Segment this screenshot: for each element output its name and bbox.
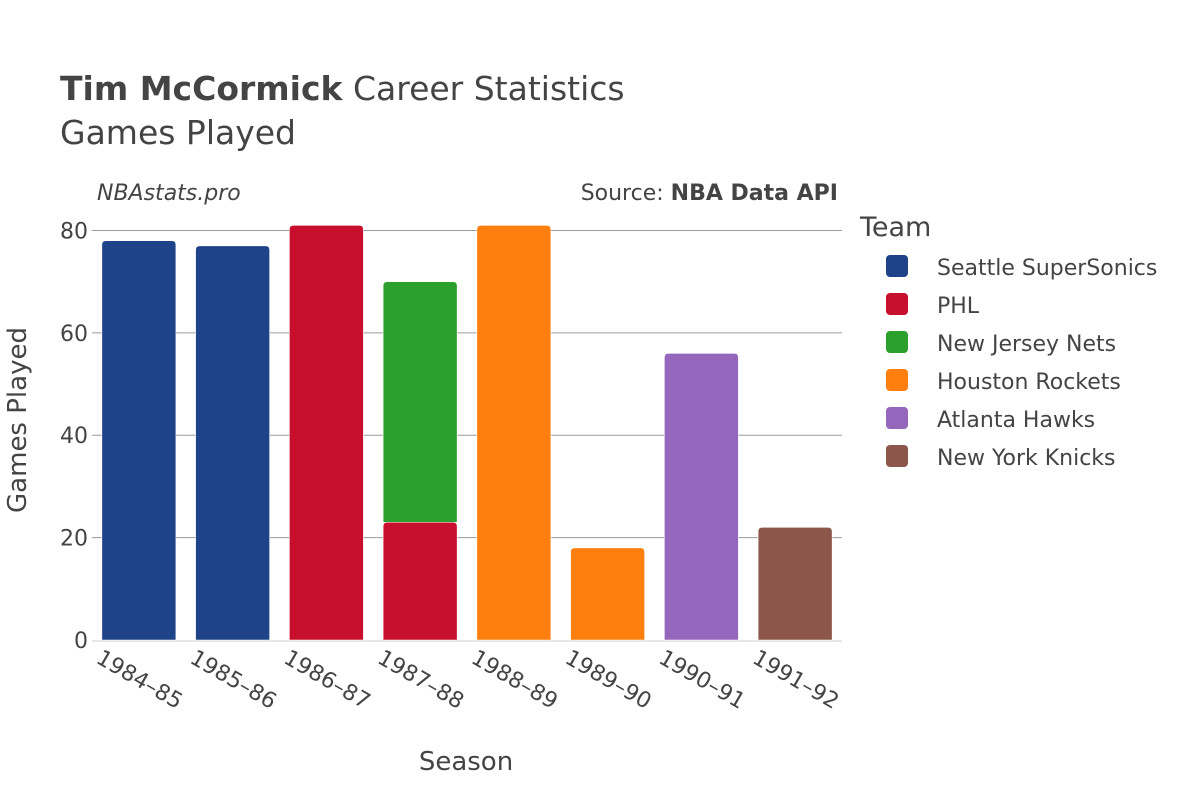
bars (101, 225, 833, 641)
legend-item: New York Knicks (886, 445, 1116, 471)
y-tick-label: 60 (60, 322, 88, 347)
bar (382, 521, 458, 641)
title-player-name: Tim McCormick (60, 69, 344, 108)
bar (382, 281, 458, 523)
x-tick-labels: 1984–851985–861986–871987–881988–891989–… (92, 646, 843, 715)
legend-label: Seattle SuperSonics (937, 256, 1157, 281)
x-tick-label: 1985–86 (186, 646, 281, 715)
legend-item: New Jersey Nets (886, 331, 1116, 357)
bar (757, 527, 833, 641)
bar (289, 225, 364, 641)
y-tick-labels: 0 20 40 60 80 (60, 219, 88, 654)
x-tick-label: 1988–89 (467, 646, 562, 715)
y-tick-label: 40 (60, 424, 88, 449)
y-tick-label: 0 (74, 629, 88, 654)
source-prefix: Source: (581, 181, 671, 206)
x-axis-title: Season (419, 747, 513, 777)
legend-label: New Jersey Nets (937, 332, 1116, 357)
legend: Seattle SuperSonics PHL New Jersey Nets Hou… (886, 255, 1157, 471)
legend-label: Atlanta Hawks (937, 408, 1095, 433)
watermark: NBAstats.pro (97, 181, 241, 206)
chart-title: Tim McCormick Career Statistics (60, 69, 625, 108)
x-tick-label: 1989–90 (561, 646, 656, 715)
legend-swatch (886, 445, 908, 467)
bar (195, 245, 270, 641)
legend-label: Houston Rockets (937, 370, 1121, 395)
legend-label: New York Knicks (937, 446, 1116, 471)
legend-swatch (886, 407, 908, 429)
legend-item: Houston Rockets (886, 369, 1121, 395)
legend-item: Atlanta Hawks (886, 407, 1095, 433)
legend-item: PHL (886, 293, 980, 319)
bar (476, 225, 552, 641)
chart-subtitle: Games Played (60, 113, 296, 152)
x-tick-label: 1984–85 (92, 646, 187, 715)
source-label: Source: NBA Data API (581, 181, 838, 206)
x-tick-label: 1987–88 (373, 646, 468, 715)
legend-item: Seattle SuperSonics (886, 255, 1157, 281)
legend-label: PHL (937, 294, 980, 319)
legend-swatch (886, 369, 908, 391)
legend-swatch (886, 293, 908, 315)
x-tick-label: 1990–91 (654, 646, 749, 715)
bar (664, 353, 739, 641)
legend-swatch (886, 331, 908, 353)
legend-swatch (886, 255, 908, 277)
title-rest: Career Statistics (342, 69, 624, 108)
y-axis-title: Games Played (3, 327, 33, 513)
y-tick-label: 80 (60, 219, 88, 244)
bar (570, 547, 645, 641)
y-tick-label: 20 (60, 527, 88, 552)
x-tick-label: 1986–87 (279, 646, 374, 715)
bar (101, 240, 177, 641)
source-name: NBA Data API (671, 181, 838, 206)
x-tick-label: 1991–92 (748, 646, 843, 715)
legend-title: Team (859, 212, 931, 243)
